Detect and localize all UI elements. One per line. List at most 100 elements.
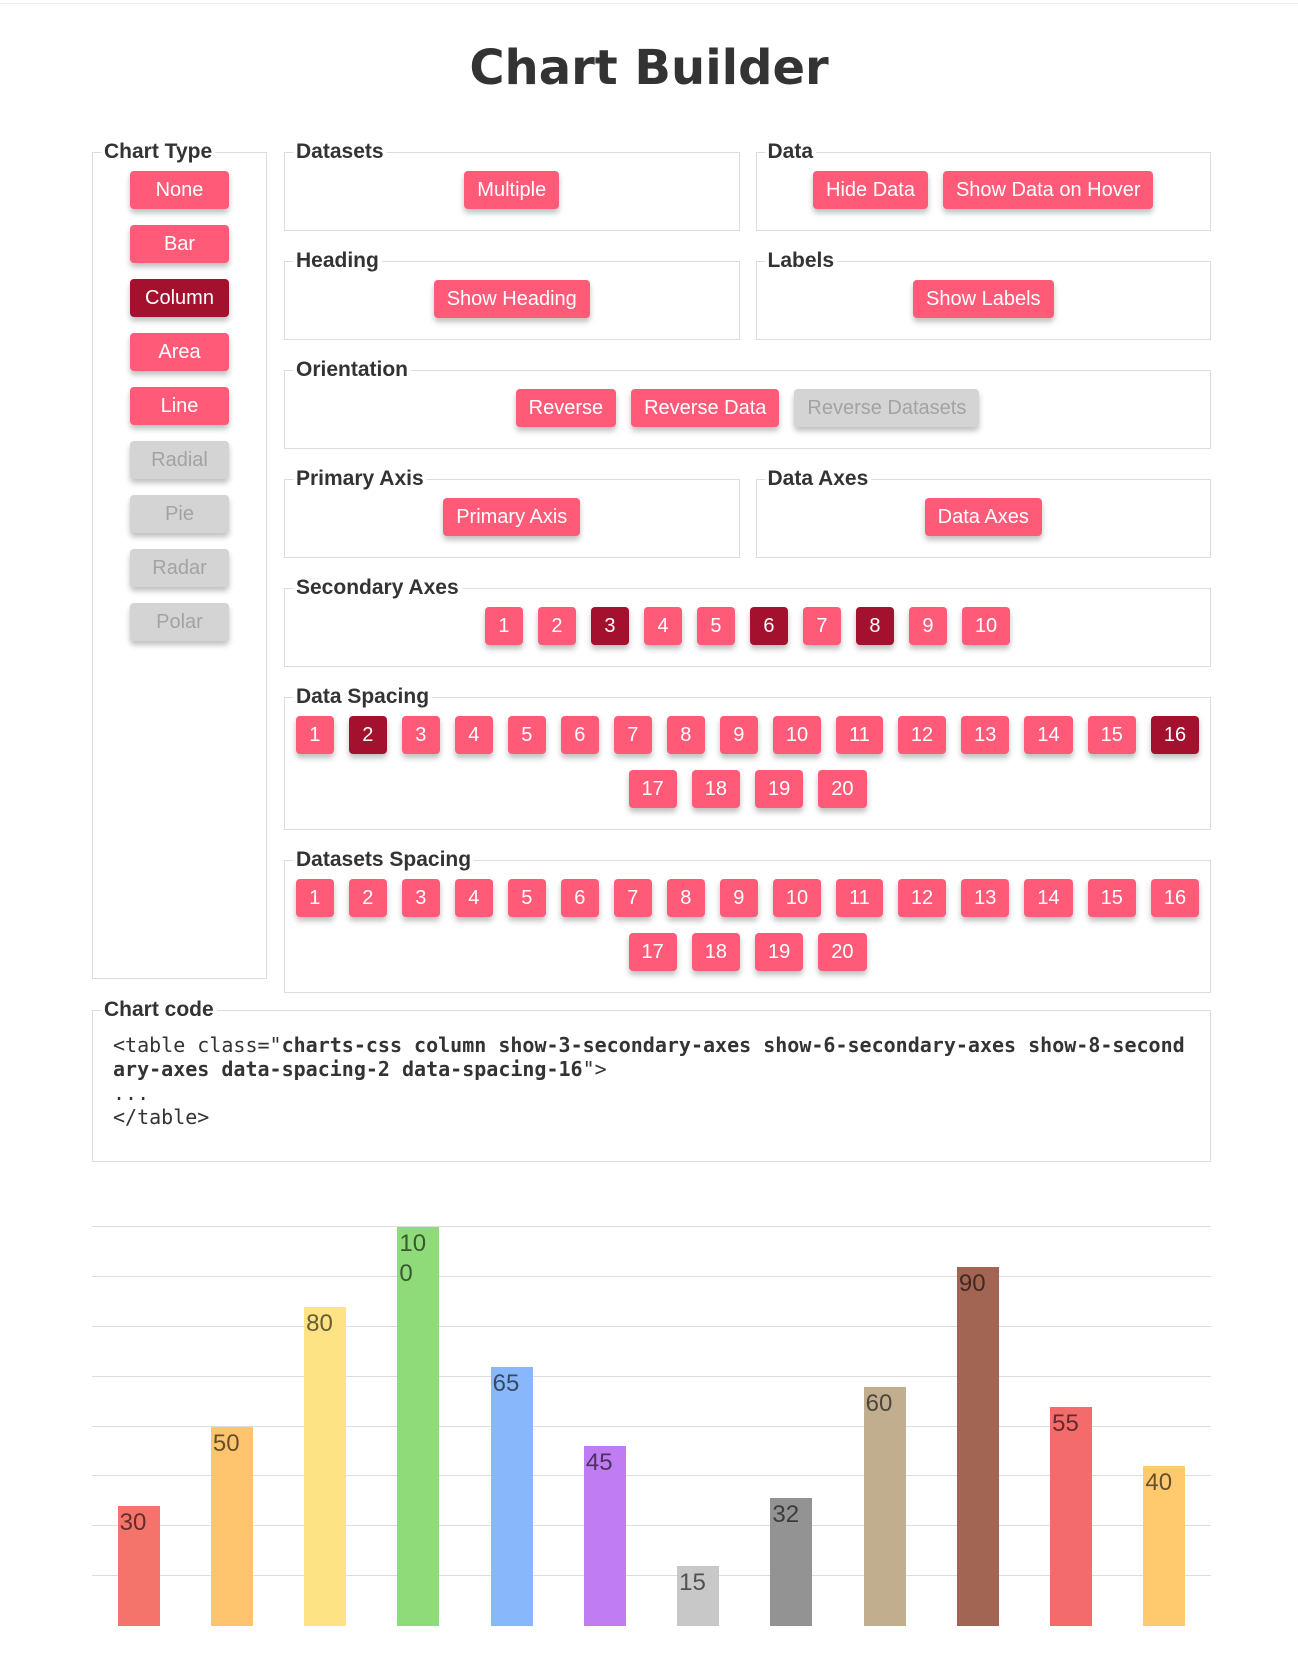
option-button[interactable]: Reverse Data [631,389,780,427]
option-button[interactable]: Column [130,279,229,317]
option-button[interactable]: 5 [696,607,735,645]
option-button[interactable]: None [130,171,229,209]
value-label: 65 [492,1369,520,1397]
option-button[interactable]: 2 [348,879,387,917]
button-group: Hide Data Show Data on Hover [757,153,1211,209]
option-button[interactable]: Bar [130,225,229,263]
button-group: 1 2 3 4 5 6 7 8 9 10 [285,589,1210,645]
grid-line [92,1475,1211,1477]
option-button[interactable]: 4 [454,716,493,754]
option-button[interactable]: 15 [1087,879,1136,917]
option-button[interactable]: 20 [818,933,867,971]
grid-line [92,1226,1211,1227]
option-button[interactable]: 20 [818,770,867,808]
code-classes: charts-css column show-3-secondary-axes … [113,1033,1185,1081]
option-button[interactable]: 10 [961,607,1011,645]
option-button[interactable]: 6 [749,607,788,645]
grid-line [92,1375,1211,1377]
panel-legend: Labels [764,249,838,273]
bar: 60 [863,1386,906,1626]
bar: 50 [210,1426,253,1626]
option-button[interactable]: 15 [1087,716,1136,754]
option-button[interactable]: 7 [613,879,652,917]
panel-row: Secondary Axes 1 2 3 4 5 6 7 8 9 10 [284,576,1211,667]
option-button[interactable]: 11 [836,879,883,917]
option-button[interactable]: Line [130,387,229,425]
bar: 55 [1050,1406,1093,1626]
option-button[interactable]: 18 [691,933,740,971]
bar: 40 [1143,1466,1186,1626]
option-button[interactable]: 19 [755,933,804,971]
option-button[interactable]: Show Heading [433,280,590,318]
option-button[interactable]: 9 [719,879,758,917]
option-panel: Secondary Axes 1 2 3 4 5 6 7 8 9 10 [284,576,1211,667]
option-button[interactable]: Multiple [464,171,560,209]
option-button: Pie [130,495,229,533]
option-button[interactable]: 14 [1024,716,1073,754]
panel-legend: Data Axes [764,467,872,491]
option-button[interactable]: 7 [613,716,652,754]
option-button[interactable]: 5 [507,716,546,754]
grid-line [92,1425,1211,1427]
panel-legend: Datasets Spacing [293,848,475,872]
option-button[interactable]: Data Axes [924,498,1042,536]
option-button[interactable]: 6 [560,879,599,917]
option-button[interactable]: 13 [961,716,1010,754]
option-button[interactable]: Show Data on Hover [942,171,1154,209]
option-panel: Data Hide Data Show Data on Hover [755,140,1211,231]
option-button[interactable]: 3 [590,607,629,645]
option-button[interactable]: 2 [348,716,387,754]
option-button: Polar [130,603,229,641]
option-button[interactable]: 9 [719,716,758,754]
option-button[interactable]: 4 [454,879,493,917]
code-line: ... [113,1081,150,1105]
bar: 32 [770,1498,813,1626]
option-button[interactable]: 12 [897,716,947,754]
button-group: Reverse Reverse Data Reverse Datasets [285,371,1210,427]
option-button[interactable]: 10 [772,716,822,754]
code-line: </table> [113,1105,210,1129]
option-button[interactable]: 4 [643,607,682,645]
option-button[interactable]: Reverse [515,389,617,427]
option-button[interactable]: 1 [295,879,334,917]
option-button[interactable]: 17 [628,933,677,971]
option-button[interactable]: 14 [1024,879,1073,917]
option-button[interactable]: 8 [666,716,705,754]
button-group: None Bar Column Area Line Radial Pie Radar Polar [93,153,266,641]
option-button[interactable]: 6 [560,716,599,754]
option-button[interactable]: 8 [666,879,705,917]
option-button[interactable]: Show Labels [912,280,1054,318]
option-button[interactable]: Hide Data [813,171,928,209]
panel-legend: Data [764,140,817,164]
option-button: Radar [130,549,229,587]
option-button[interactable]: 12 [897,879,947,917]
option-button[interactable]: 9 [908,607,947,645]
panel-row: Datasets Multiple Data Hide Data Show Data o… [284,140,1211,231]
option-button[interactable]: 5 [507,879,546,917]
option-button[interactable]: 13 [961,879,1010,917]
option-button[interactable]: 3 [401,716,440,754]
option-button[interactable]: Primary Axis [443,498,581,536]
option-button[interactable]: 3 [401,879,440,917]
option-button[interactable]: 18 [691,770,740,808]
panel-row: Datasets Spacing 1 2 3 4 5 6 7 8 9 10 11 12 13 14 15 16 1… [284,848,1211,993]
option-button[interactable]: 16 [1150,716,1200,754]
option-button[interactable]: 19 [755,770,804,808]
value-label: 15 [679,1569,706,1597]
code-text: <table class=" [113,1033,282,1057]
chart-type-panel: Chart Type None Bar Column Area Line Radial Pie… [92,140,267,979]
option-button[interactable]: 8 [855,607,894,645]
option-button[interactable]: 17 [628,770,677,808]
option-panel: Orientation Reverse Reverse Data Reverse Da… [284,358,1211,449]
option-button[interactable]: 11 [836,716,883,754]
option-button[interactable]: Area [130,333,229,371]
option-button[interactable]: 2 [537,607,576,645]
option-button[interactable]: 10 [772,879,822,917]
option-panel: Data Spacing 1 2 3 4 5 6 7 8 9 10 11 12 13 14 15 16 17 18 1… [284,685,1211,830]
button-group: Show Heading [285,262,739,318]
option-button[interactable]: 7 [802,607,841,645]
option-button[interactable]: 1 [484,607,523,645]
option-button[interactable]: 16 [1150,879,1200,917]
option-button[interactable]: 1 [295,716,334,754]
value-label: 100 [399,1230,427,1287]
